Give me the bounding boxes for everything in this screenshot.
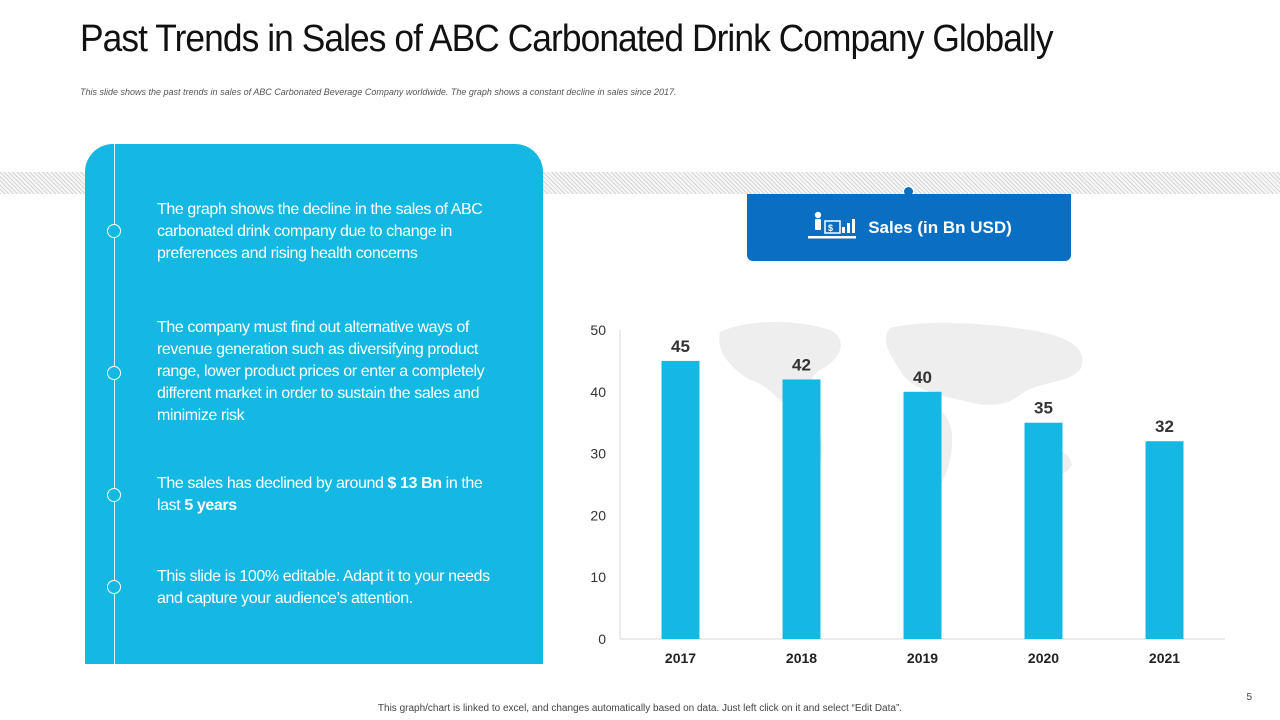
x-tick-labels: 2017 2018 2019 2020 2021 xyxy=(665,650,1180,666)
bar-2021 xyxy=(1145,441,1184,639)
data-label-2020: 35 xyxy=(1034,399,1053,418)
presenter-chart-icon: $ xyxy=(808,211,857,238)
timeline-dot-3 xyxy=(107,488,121,502)
page-subtitle: This slide shows the past trends in sale… xyxy=(80,87,677,97)
insight-point-1: The graph shows the decline in the sales… xyxy=(157,201,483,262)
data-label-2021: 32 xyxy=(1155,417,1174,436)
footer-note: This graph/chart is linked to excel, and… xyxy=(377,703,903,714)
x-tick-label-2020: 2020 xyxy=(1028,650,1059,666)
insight-point-3-text-a: The sales has declined by around xyxy=(157,475,388,492)
bar-2020 xyxy=(1024,422,1063,639)
timeline-dot-1 xyxy=(107,224,121,238)
bar-2019 xyxy=(903,391,942,639)
insight-point-3: The sales has declined by around $ 13 Bn… xyxy=(157,473,507,517)
svg-text:$: $ xyxy=(828,223,833,233)
insight-point-2: The company must find out alternative wa… xyxy=(157,319,485,424)
x-tick-label-2018: 2018 xyxy=(786,650,817,666)
bars xyxy=(661,360,1184,639)
y-tick-label: 0 xyxy=(598,631,606,647)
y-tick-label: 20 xyxy=(590,507,606,523)
data-label-2017: 45 xyxy=(671,337,690,356)
decline-period: 5 years xyxy=(184,497,237,514)
page-title: Past Trends in Sales of ABC Carbonated D… xyxy=(80,18,1054,60)
y-axis: 0 10 20 30 40 50 xyxy=(590,322,606,647)
x-tick-label-2019: 2019 xyxy=(907,650,938,666)
decline-amount: $ 13 Bn xyxy=(387,475,443,492)
timeline-dot-2 xyxy=(107,366,121,380)
timeline-dot-4 xyxy=(107,580,121,594)
y-tick-label: 30 xyxy=(590,446,606,462)
insight-point-3-text-b: in the last xyxy=(157,475,483,514)
bar-2017 xyxy=(661,360,700,639)
y-tick-label: 10 xyxy=(590,569,606,585)
data-label-2019: 40 xyxy=(913,368,932,387)
y-tick-label: 50 xyxy=(590,322,606,338)
data-labels: 45 42 40 35 32 xyxy=(671,337,1174,436)
insights-panel: The graph shows the decline in the sales… xyxy=(85,144,543,664)
insight-point-4: This slide is 100% editable. Adapt it to… xyxy=(157,568,490,607)
page-number: 5 xyxy=(1246,692,1252,703)
bar-2018 xyxy=(782,379,821,639)
chart-legend: $ Sales (in Bn USD) xyxy=(747,194,1071,261)
x-tick-label-2021: 2021 xyxy=(1149,650,1180,666)
y-tick-label: 40 xyxy=(590,384,606,400)
timeline-line xyxy=(114,144,115,664)
data-label-2018: 42 xyxy=(792,355,811,374)
legend-label: Sales (in Bn USD) xyxy=(868,217,1012,237)
x-tick-label-2017: 2017 xyxy=(665,650,696,666)
